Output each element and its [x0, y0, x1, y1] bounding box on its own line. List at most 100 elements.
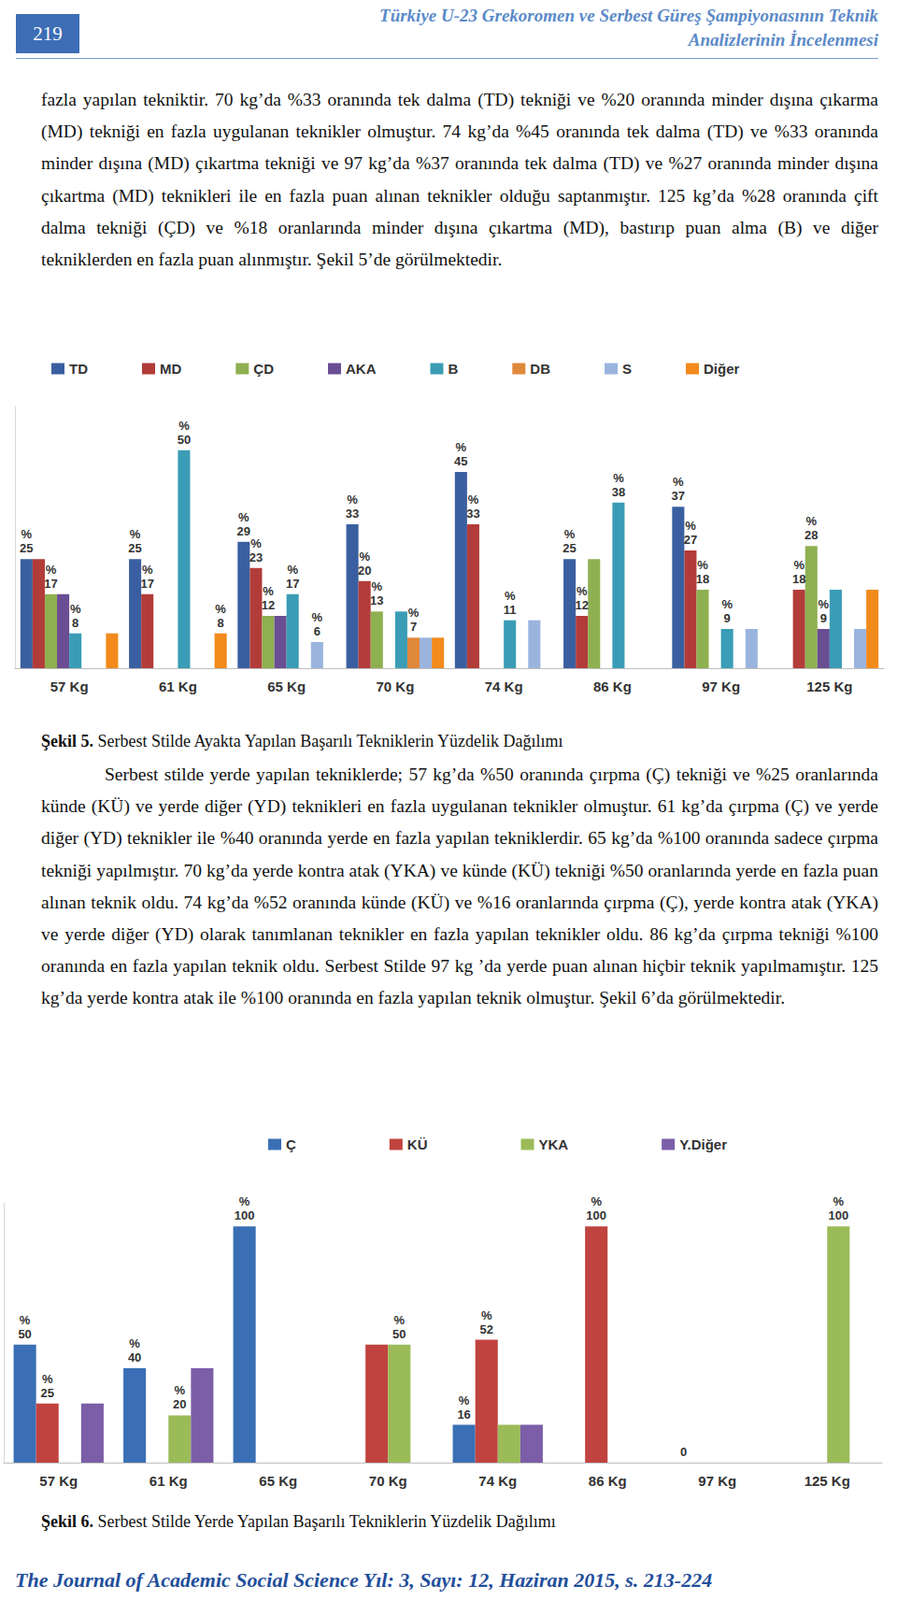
svg-text:17: 17 — [285, 576, 299, 591]
svg-text:%: % — [238, 510, 250, 525]
svg-text:11: 11 — [503, 602, 517, 617]
svg-text:25: 25 — [40, 1385, 54, 1400]
svg-text:65 Kg: 65 Kg — [267, 678, 306, 695]
svg-text:18: 18 — [792, 571, 806, 586]
svg-text:%: % — [174, 1382, 186, 1397]
svg-text:%: % — [684, 518, 697, 533]
svg-text:65 Kg: 65 Kg — [258, 1472, 298, 1489]
svg-text:MD: MD — [159, 360, 182, 377]
svg-text:17: 17 — [140, 576, 154, 591]
svg-text:%: % — [672, 474, 684, 489]
svg-text:17: 17 — [43, 576, 57, 591]
svg-text:100: 100 — [827, 1208, 849, 1223]
svg-text:25: 25 — [562, 541, 576, 556]
svg-text:B: B — [447, 360, 458, 377]
svg-text:33: 33 — [345, 506, 359, 521]
svg-text:28: 28 — [804, 527, 818, 542]
svg-text:9: 9 — [724, 611, 731, 626]
svg-text:100: 100 — [585, 1208, 607, 1223]
svg-text:%: % — [721, 597, 733, 612]
svg-text:97 Kg: 97 Kg — [697, 1472, 737, 1489]
svg-text:8: 8 — [71, 615, 79, 630]
svg-text:%: % — [262, 583, 274, 598]
svg-text:YKA: YKA — [538, 1136, 569, 1153]
svg-text:0: 0 — [680, 1444, 687, 1459]
svg-text:%: % — [45, 562, 57, 577]
svg-text:%: % — [697, 557, 709, 572]
svg-text:%: % — [455, 440, 468, 455]
svg-text:AKA: AKA — [345, 360, 377, 377]
svg-text:%: % — [239, 1194, 251, 1209]
svg-text:TD: TD — [69, 360, 88, 377]
svg-text:29: 29 — [237, 524, 251, 539]
svg-text:125 Kg: 125 Kg — [806, 678, 853, 695]
svg-text:%: % — [286, 562, 299, 577]
svg-text:%: % — [19, 1312, 31, 1327]
svg-text:57 Kg: 57 Kg — [50, 678, 89, 695]
svg-text:50: 50 — [17, 1326, 31, 1341]
svg-text:%: % — [564, 526, 576, 542]
svg-text:%: % — [358, 549, 371, 564]
svg-text:20: 20 — [357, 563, 371, 578]
svg-text:%: % — [70, 601, 82, 616]
svg-text:38: 38 — [612, 484, 626, 499]
svg-text:33: 33 — [466, 506, 480, 521]
svg-text:12: 12 — [261, 598, 275, 613]
svg-text:52: 52 — [479, 1322, 493, 1337]
svg-text:%: % — [250, 536, 262, 551]
svg-text:9: 9 — [820, 611, 827, 626]
svg-text:6: 6 — [313, 624, 321, 639]
svg-text:%: % — [481, 1308, 493, 1323]
svg-text:Y.Diğer: Y.Diğer — [679, 1136, 727, 1153]
svg-text:23: 23 — [249, 550, 263, 565]
svg-text:86 Kg: 86 Kg — [593, 678, 632, 695]
svg-text:100: 100 — [234, 1208, 256, 1223]
svg-text:74 Kg: 74 Kg — [484, 678, 524, 695]
svg-text:%: % — [394, 1312, 406, 1327]
svg-text:8: 8 — [217, 615, 225, 630]
svg-text:%: % — [312, 610, 324, 625]
svg-text:61 Kg: 61 Kg — [158, 678, 198, 695]
svg-text:%: % — [214, 601, 227, 616]
svg-text:70 Kg: 70 Kg — [369, 1472, 408, 1489]
svg-text:%: % — [21, 526, 33, 542]
svg-text:7: 7 — [410, 619, 417, 634]
svg-text:%: % — [576, 583, 588, 598]
svg-text:16: 16 — [456, 1407, 470, 1422]
svg-text:%: % — [793, 557, 805, 572]
svg-text:12: 12 — [574, 598, 588, 613]
svg-text:%: % — [408, 605, 420, 620]
svg-text:%: % — [129, 526, 142, 542]
svg-text:Diğer: Diğer — [703, 360, 741, 377]
svg-text:%: % — [458, 1393, 470, 1408]
svg-text:KÜ: KÜ — [407, 1136, 428, 1153]
svg-text:%: % — [128, 1336, 141, 1351]
svg-text:Ç: Ç — [285, 1136, 297, 1153]
svg-text:%: % — [468, 492, 480, 507]
svg-text:40: 40 — [128, 1350, 142, 1365]
svg-text:%: % — [590, 1194, 602, 1209]
svg-text:%: % — [142, 562, 154, 577]
svg-text:74 Kg: 74 Kg — [478, 1472, 517, 1489]
svg-text:13: 13 — [370, 593, 384, 608]
svg-text:57 Kg: 57 Kg — [39, 1472, 78, 1489]
svg-text:18: 18 — [696, 571, 710, 586]
svg-text:20: 20 — [172, 1396, 186, 1411]
svg-text:97 Kg: 97 Kg — [701, 678, 741, 695]
svg-text:%: % — [504, 588, 516, 603]
svg-text:50: 50 — [392, 1326, 406, 1341]
svg-text:%: % — [805, 513, 817, 528]
svg-text:%: % — [612, 470, 625, 485]
svg-text:S: S — [622, 360, 632, 377]
svg-text:%: % — [370, 579, 383, 594]
svg-text:86 Kg: 86 Kg — [588, 1472, 627, 1489]
svg-text:%: % — [833, 1194, 845, 1209]
svg-text:37: 37 — [671, 488, 685, 503]
svg-text:DB: DB — [529, 360, 551, 377]
svg-text:%: % — [346, 492, 358, 507]
svg-text:%: % — [42, 1371, 54, 1386]
svg-text:45: 45 — [454, 454, 468, 469]
svg-text:25: 25 — [19, 541, 33, 556]
svg-text:70 Kg: 70 Kg — [375, 678, 414, 695]
svg-text:%: % — [818, 597, 830, 612]
